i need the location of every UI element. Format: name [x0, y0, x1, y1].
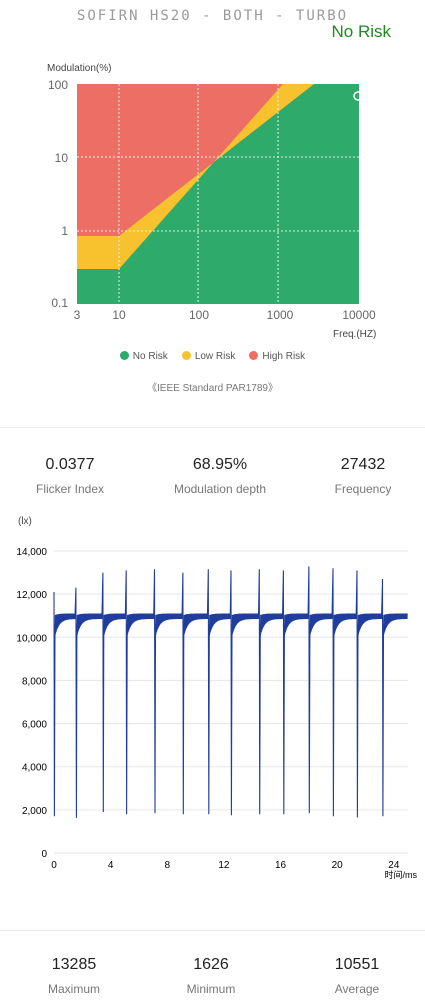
wave-xtick: 20: [332, 860, 344, 871]
wave-ytick: 10,000: [16, 633, 47, 644]
wave-xtick: 16: [275, 860, 287, 871]
wave-ytick: 12,000: [16, 590, 47, 601]
risk-legend: No Risk Low Risk High Risk: [0, 351, 425, 362]
risk-ytick: 100: [47, 78, 68, 92]
risk-chart-xlabel: Freq.(HZ): [333, 329, 377, 340]
risk-xtick: 3: [73, 308, 81, 322]
wave-ytick: 2,000: [22, 806, 47, 817]
legend-low-risk: Low Risk: [181, 351, 235, 362]
stat-flicker-index: 0.0377 Flicker Index: [35, 456, 105, 496]
device-title: SOFIRN HS20 - BOTH - TURBO: [76, 8, 349, 24]
risk-xtick: 1000: [266, 308, 294, 322]
wave-ylabel: (lx): [18, 516, 32, 527]
measurement-point: [353, 91, 359, 101]
low-risk-region: [77, 84, 314, 269]
risk-ytick: 10: [54, 151, 68, 165]
stat-minimum: 1626 Minimum: [186, 956, 236, 996]
risk-chart: [77, 84, 359, 304]
risk-xtick: 100: [188, 308, 210, 322]
risk-ytick: 1: [61, 224, 68, 238]
stat-maximum: 13285 Maximum: [47, 956, 100, 996]
risk-status: No Risk: [331, 22, 391, 41]
stat-modulation-depth: 68.95% Modulation depth: [173, 456, 267, 496]
risk-ytick: 0.1: [51, 296, 68, 310]
wave-xtick: 12: [218, 860, 230, 871]
wave-xtick: 4: [108, 860, 114, 871]
stat-average: 10551 Average: [334, 956, 380, 996]
wave-ytick: 6,000: [22, 720, 47, 731]
wave-ytick: 4,000: [22, 763, 47, 774]
waveform-chart: 0 2,000 4,000 6,000 8,000 10,000 12,000 14,000 0…: [16, 547, 418, 880]
risk-chart-ylabel: Modulation(%): [47, 63, 112, 74]
legend-high-risk: High Risk: [249, 351, 305, 362]
wave-xlabel: 时间/ms: [385, 869, 418, 880]
wave-xtick: 0: [51, 860, 57, 871]
waveform-line: [53, 566, 408, 818]
divider: [0, 427, 425, 428]
divider: [0, 930, 425, 931]
wave-xtick: 24: [388, 860, 400, 871]
wave-xtick: 8: [164, 860, 170, 871]
wave-ytick: 8,000: [22, 676, 47, 687]
risk-xtick: 10000: [342, 308, 376, 322]
wave-ytick: 0: [41, 849, 47, 860]
risk-xtick: 10: [112, 308, 126, 322]
wave-ytick: 14,000: [16, 547, 47, 558]
legend-no-risk: No Risk: [119, 351, 168, 362]
standard-reference: 《IEEE Standard PAR1789》: [147, 383, 278, 394]
stat-frequency: 27432 Frequency: [334, 456, 392, 496]
